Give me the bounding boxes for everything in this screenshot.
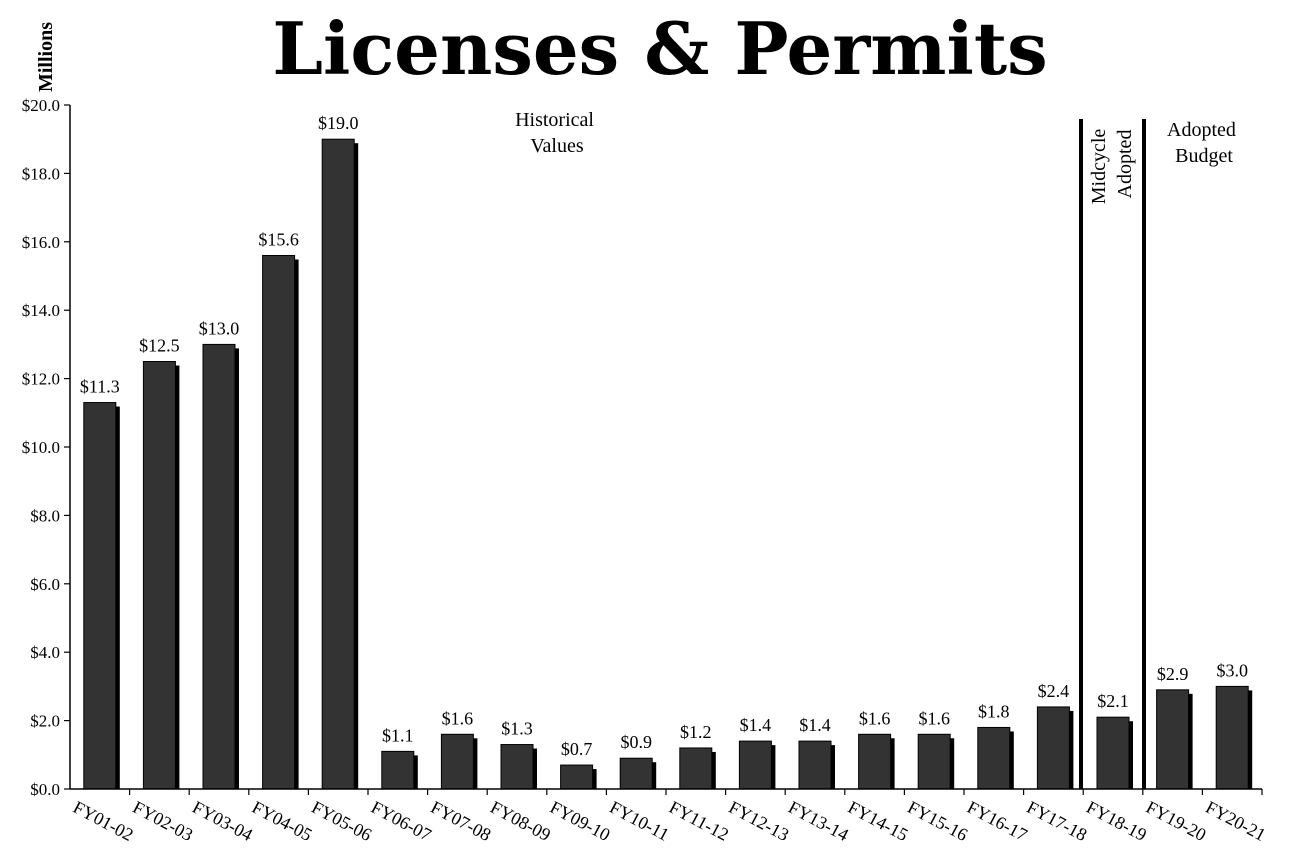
bar bbox=[1036, 706, 1070, 790]
y-tick-label: $2.0 bbox=[30, 712, 60, 731]
data-label: $1.4 bbox=[799, 715, 831, 735]
y-tick-label: $10.0 bbox=[22, 438, 60, 457]
bar bbox=[798, 740, 832, 790]
y-tick-label: $6.0 bbox=[30, 575, 60, 594]
bar bbox=[83, 402, 117, 790]
annotation-historical-line-1: Historical bbox=[515, 109, 594, 131]
data-label: $12.5 bbox=[139, 336, 180, 356]
bars bbox=[83, 138, 1253, 790]
x-tick-label: FY05-06 bbox=[308, 797, 375, 845]
y-tick-label: $18.0 bbox=[22, 164, 60, 183]
data-label: $1.1 bbox=[382, 725, 414, 745]
x-tick-label: FY07-08 bbox=[428, 797, 495, 845]
bar bbox=[917, 733, 951, 790]
bar bbox=[858, 733, 892, 790]
x-tick-label: FY06-07 bbox=[368, 797, 435, 845]
x-tick-label: FY02-03 bbox=[130, 797, 197, 845]
data-label: $0.7 bbox=[561, 739, 593, 759]
x-tick-label: FY15-16 bbox=[904, 797, 971, 845]
bar bbox=[560, 764, 594, 790]
data-label: $13.0 bbox=[199, 318, 240, 338]
data-label: $2.9 bbox=[1157, 664, 1189, 684]
bar bbox=[1096, 716, 1130, 790]
data-label: $1.2 bbox=[680, 722, 712, 742]
annotation-adopted: Adopted Budget bbox=[1167, 119, 1241, 167]
data-label: $1.8 bbox=[978, 701, 1010, 721]
x-axis-ticks: FY01-02FY02-03FY03-04FY04-05FY05-06FY06-… bbox=[70, 789, 1269, 845]
y-tick-label: $14.0 bbox=[22, 301, 60, 320]
data-labels: $11.3 $12.5 $13.0 $15.6 $19.0 $1.1 $1.6 $1.3 $0.… bbox=[80, 113, 1248, 759]
data-label: $0.9 bbox=[620, 732, 652, 752]
data-label: $2.1 bbox=[1097, 691, 1129, 711]
data-label: $3.0 bbox=[1216, 660, 1248, 680]
chart-title: Licenses & Permits bbox=[272, 6, 1047, 91]
annotation-midcycle-line-2: Adopted bbox=[1114, 130, 1136, 199]
data-label: $1.6 bbox=[859, 708, 891, 728]
x-tick-label: FY19-20 bbox=[1143, 797, 1210, 845]
bar bbox=[142, 361, 176, 790]
data-label: $2.4 bbox=[1038, 681, 1070, 701]
x-tick-label: FY18-19 bbox=[1083, 797, 1150, 845]
bar bbox=[1156, 689, 1190, 790]
bar bbox=[500, 744, 534, 790]
data-label: $1.6 bbox=[442, 708, 474, 728]
y-tick-label: $12.0 bbox=[22, 370, 60, 389]
x-tick-label: FY14-15 bbox=[845, 797, 912, 845]
x-tick-label: FY09-10 bbox=[547, 797, 614, 845]
annotation-midcycle: Midcycle Adopted bbox=[1088, 124, 1136, 205]
x-tick-label: FY11-12 bbox=[666, 797, 732, 845]
y-tick-label: $8.0 bbox=[30, 506, 60, 525]
annotation-historical-line-2: Values bbox=[530, 135, 584, 157]
data-label: $1.3 bbox=[501, 719, 533, 739]
x-tick-label: FY12-13 bbox=[726, 797, 793, 845]
annotation-adopted-line-1: Adopted bbox=[1167, 119, 1236, 141]
x-tick-label: FY08-09 bbox=[487, 797, 554, 845]
data-label: $1.6 bbox=[918, 708, 950, 728]
y-tick-label: $4.0 bbox=[30, 643, 60, 662]
bar bbox=[679, 747, 713, 790]
bar bbox=[619, 757, 653, 790]
x-tick-label: FY16-17 bbox=[964, 797, 1031, 845]
x-tick-label: FY20-21 bbox=[1202, 797, 1269, 845]
bar bbox=[977, 726, 1011, 790]
x-tick-label: FY04-05 bbox=[249, 797, 316, 845]
annotation-adopted-line-2: Budget bbox=[1175, 145, 1233, 167]
x-tick-label: FY01-02 bbox=[70, 797, 137, 845]
data-label: $1.4 bbox=[740, 715, 772, 735]
data-label: $15.6 bbox=[258, 229, 299, 249]
bar bbox=[440, 733, 474, 790]
data-label: $19.0 bbox=[318, 113, 359, 133]
annotation-historical: Historical Values bbox=[515, 109, 599, 157]
y-tick-label: $16.0 bbox=[22, 233, 60, 252]
y-axis-unit-label: Millions bbox=[35, 22, 57, 92]
bar bbox=[381, 750, 415, 790]
data-label: $11.3 bbox=[80, 377, 120, 397]
x-tick-label: FY13-14 bbox=[785, 797, 852, 845]
x-tick-label: FY03-04 bbox=[189, 797, 256, 845]
bar bbox=[202, 343, 236, 790]
x-tick-label: FY10-11 bbox=[606, 797, 672, 845]
y-tick-label: $0.0 bbox=[30, 780, 60, 799]
x-tick-label: FY17-18 bbox=[1024, 797, 1091, 845]
bar bbox=[262, 254, 296, 790]
bar bbox=[738, 740, 772, 790]
annotation-midcycle-line-1: Midcycle bbox=[1088, 129, 1110, 205]
y-axis-ticks: $0.0 $2.0 $4.0 $6.0 $8.0 $10.0 $12.0 $14.0 $16.0… bbox=[22, 96, 70, 799]
bar bbox=[1215, 685, 1249, 790]
y-tick-label: $20.0 bbox=[22, 96, 60, 115]
bar bbox=[321, 138, 355, 790]
